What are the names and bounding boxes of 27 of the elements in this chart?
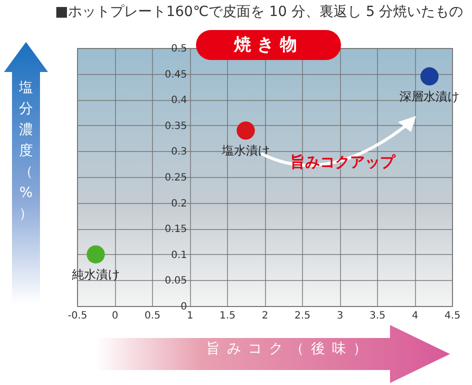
x-tick-label: 2 bbox=[262, 310, 268, 322]
annotation: 旨みコクアップ bbox=[290, 153, 395, 172]
y-tick-label: 0.3 bbox=[171, 146, 187, 158]
x-tick-label: 4 bbox=[412, 310, 418, 322]
point bbox=[236, 121, 255, 140]
point bbox=[86, 245, 105, 264]
y-tick-label: 0.35 bbox=[164, 120, 187, 132]
y-tick-label: 0.25 bbox=[164, 172, 187, 184]
x-tick-label: 0.5 bbox=[144, 310, 160, 322]
x-tick-label: 1.5 bbox=[220, 310, 236, 322]
x-tick-label: 4.5 bbox=[444, 310, 460, 322]
point bbox=[420, 67, 439, 86]
x-tick-label: -0.5 bbox=[68, 310, 88, 322]
x-tick-label: 3 bbox=[336, 310, 344, 322]
x-tick-label: 0 bbox=[112, 310, 118, 322]
x-tick-label: 1 bbox=[186, 310, 194, 322]
y-tick-label: 0.4 bbox=[171, 95, 187, 106]
y-tick-label: 0.2 bbox=[171, 198, 187, 210]
y-tick-label: 0.15 bbox=[164, 224, 187, 236]
y-axis-title: 塩分濃度（%） bbox=[18, 79, 34, 224]
chart-title: ■ホットプレート160℃で皮面を 10 分、裏返し 5 分焼いたもの bbox=[55, 3, 464, 21]
x-tick-label: 2.5 bbox=[294, 310, 310, 322]
y-tick-label: 0.1 bbox=[171, 250, 187, 261]
y-tick-label: 0.05 bbox=[164, 276, 187, 287]
x-axis-title: 旨みコク（後味） bbox=[205, 340, 375, 358]
y-tick-label: 0.45 bbox=[164, 69, 187, 80]
x-tick-label: 3.5 bbox=[370, 310, 386, 322]
